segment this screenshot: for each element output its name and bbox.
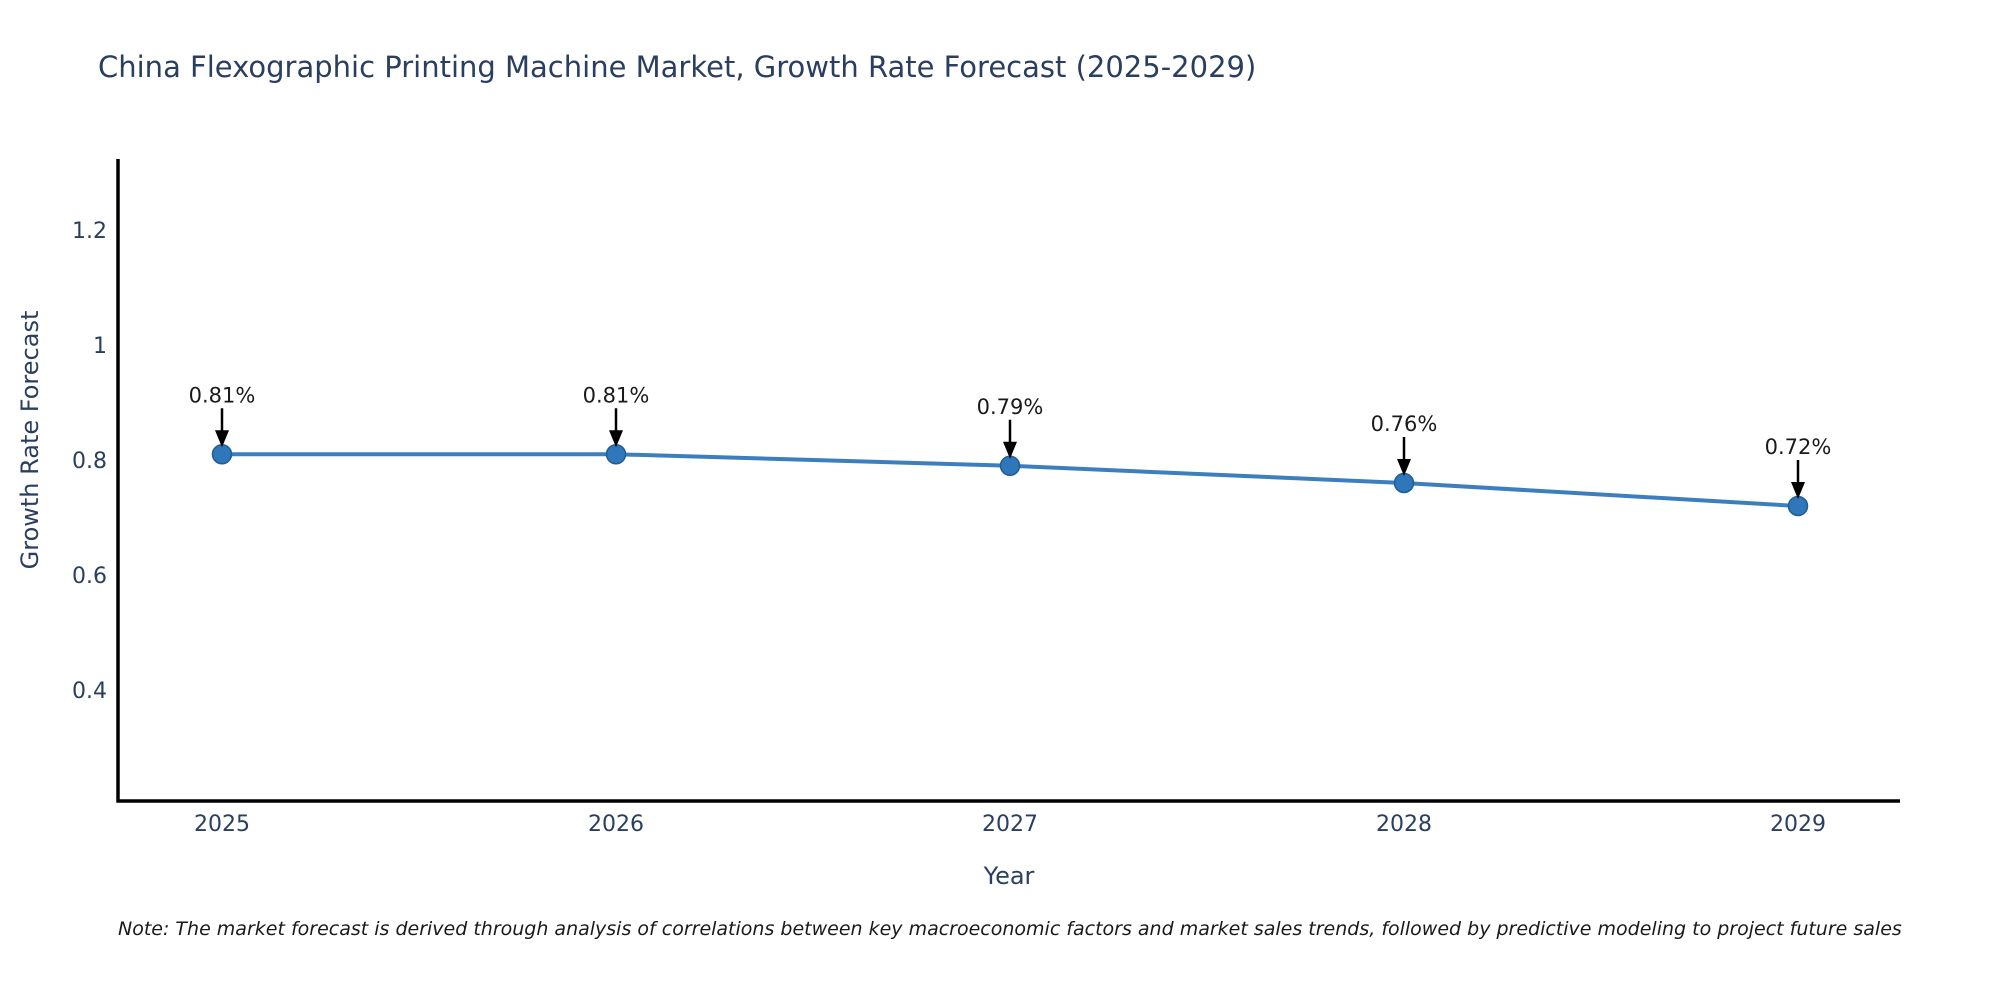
- data-point-marker: [211, 444, 233, 465]
- data-point-marker: [605, 444, 627, 465]
- x-tick-label: 2025: [194, 812, 250, 837]
- annotation-arrowhead: [609, 430, 623, 448]
- y-tick-label: 1.2: [72, 219, 107, 244]
- point-annotation-label: 0.81%: [189, 383, 256, 407]
- y-tick-label: 0.8: [72, 449, 107, 474]
- x-axis-title: Year: [983, 862, 1035, 890]
- point-annotation-label: 0.81%: [583, 383, 650, 407]
- data-point-marker: [999, 455, 1021, 476]
- axis-lines: [116, 159, 1900, 803]
- point-annotation-label: 0.76%: [1371, 412, 1438, 436]
- x-tick-label: 2029: [1770, 812, 1826, 837]
- y-tick-label: 0.6: [72, 564, 107, 589]
- y-tick-label: 0.4: [72, 679, 107, 704]
- x-tick-label: 2028: [1376, 812, 1432, 837]
- x-tick-label: 2027: [982, 812, 1038, 837]
- annotation-arrowhead: [1791, 482, 1805, 499]
- point-annotation-label: 0.72%: [1765, 435, 1832, 459]
- data-point-marker: [1787, 495, 1809, 517]
- chart-title: China Flexographic Printing Machine Mark…: [98, 50, 1257, 84]
- annotation-arrowhead: [1003, 441, 1017, 459]
- annotation-arrowhead: [1397, 459, 1411, 476]
- annotation-arrowhead: [215, 430, 229, 448]
- data-point-marker: [1393, 472, 1415, 494]
- point-annotation-label: 0.79%: [977, 395, 1044, 419]
- y-tick-label: 1: [93, 334, 107, 359]
- chart-note: Note: The market forecast is derived thr…: [118, 918, 1902, 940]
- x-tick-label: 2026: [588, 812, 644, 837]
